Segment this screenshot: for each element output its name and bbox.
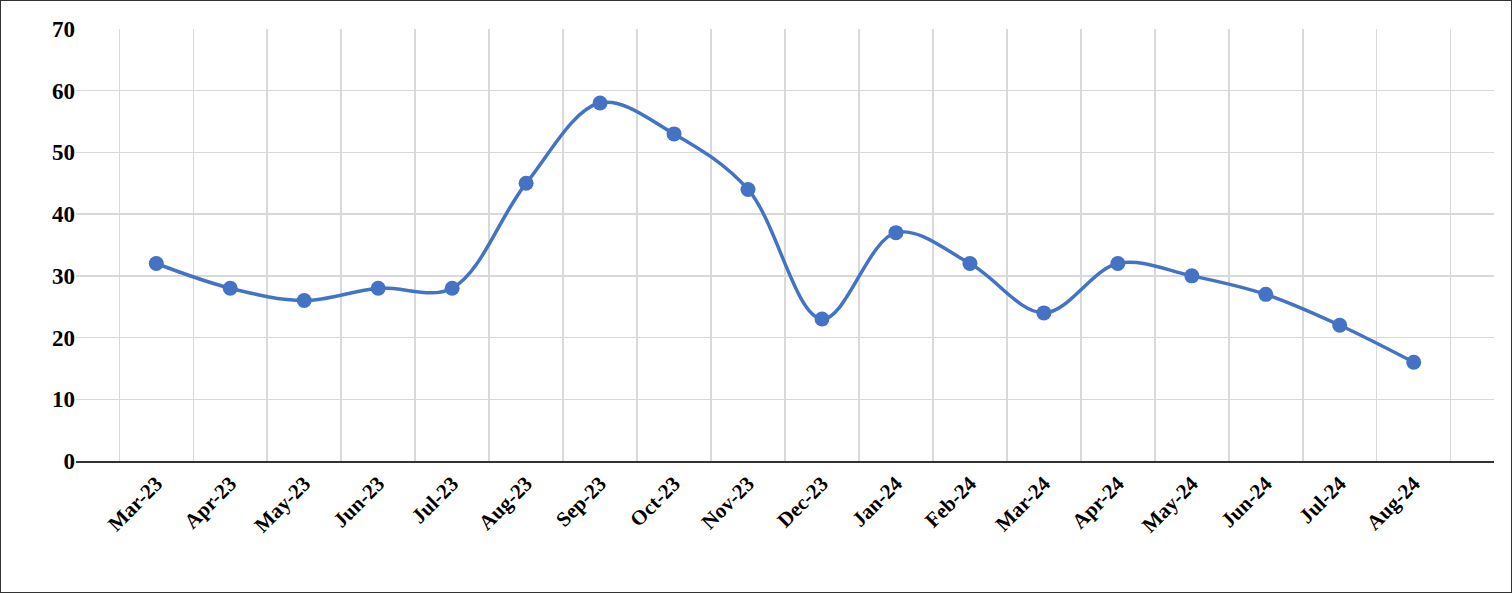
svg-text:May-24: May-24 <box>1137 471 1203 537</box>
svg-text:Jul-24: Jul-24 <box>1294 471 1351 528</box>
svg-text:Aug-23: Aug-23 <box>474 472 537 535</box>
svg-text:Jun-23: Jun-23 <box>328 472 389 533</box>
svg-text:Mar-24: Mar-24 <box>991 471 1056 536</box>
svg-text:10: 10 <box>52 387 75 412</box>
svg-text:50: 50 <box>52 140 75 165</box>
svg-text:60: 60 <box>52 79 75 104</box>
svg-text:May-23: May-23 <box>250 472 316 538</box>
svg-text:Jan-24: Jan-24 <box>847 471 907 531</box>
svg-text:30: 30 <box>52 264 75 289</box>
svg-text:40: 40 <box>52 202 75 227</box>
svg-text:Feb-24: Feb-24 <box>920 471 981 532</box>
svg-text:Jul-23: Jul-23 <box>407 472 464 529</box>
svg-text:Dec-23: Dec-23 <box>772 472 833 533</box>
svg-text:Aug-24: Aug-24 <box>1362 471 1426 535</box>
svg-text:Jun-24: Jun-24 <box>1216 471 1277 532</box>
svg-text:20: 20 <box>52 326 75 351</box>
svg-text:Apr-24: Apr-24 <box>1067 471 1129 533</box>
svg-text:0: 0 <box>64 449 76 474</box>
svg-text:Apr-23: Apr-23 <box>179 472 241 534</box>
svg-text:Nov-23: Nov-23 <box>697 472 759 534</box>
svg-text:Sep-23: Sep-23 <box>551 472 611 532</box>
svg-text:Oct-23: Oct-23 <box>625 472 685 532</box>
svg-text:Mar-23: Mar-23 <box>103 472 167 536</box>
svg-text:70: 70 <box>52 17 75 42</box>
